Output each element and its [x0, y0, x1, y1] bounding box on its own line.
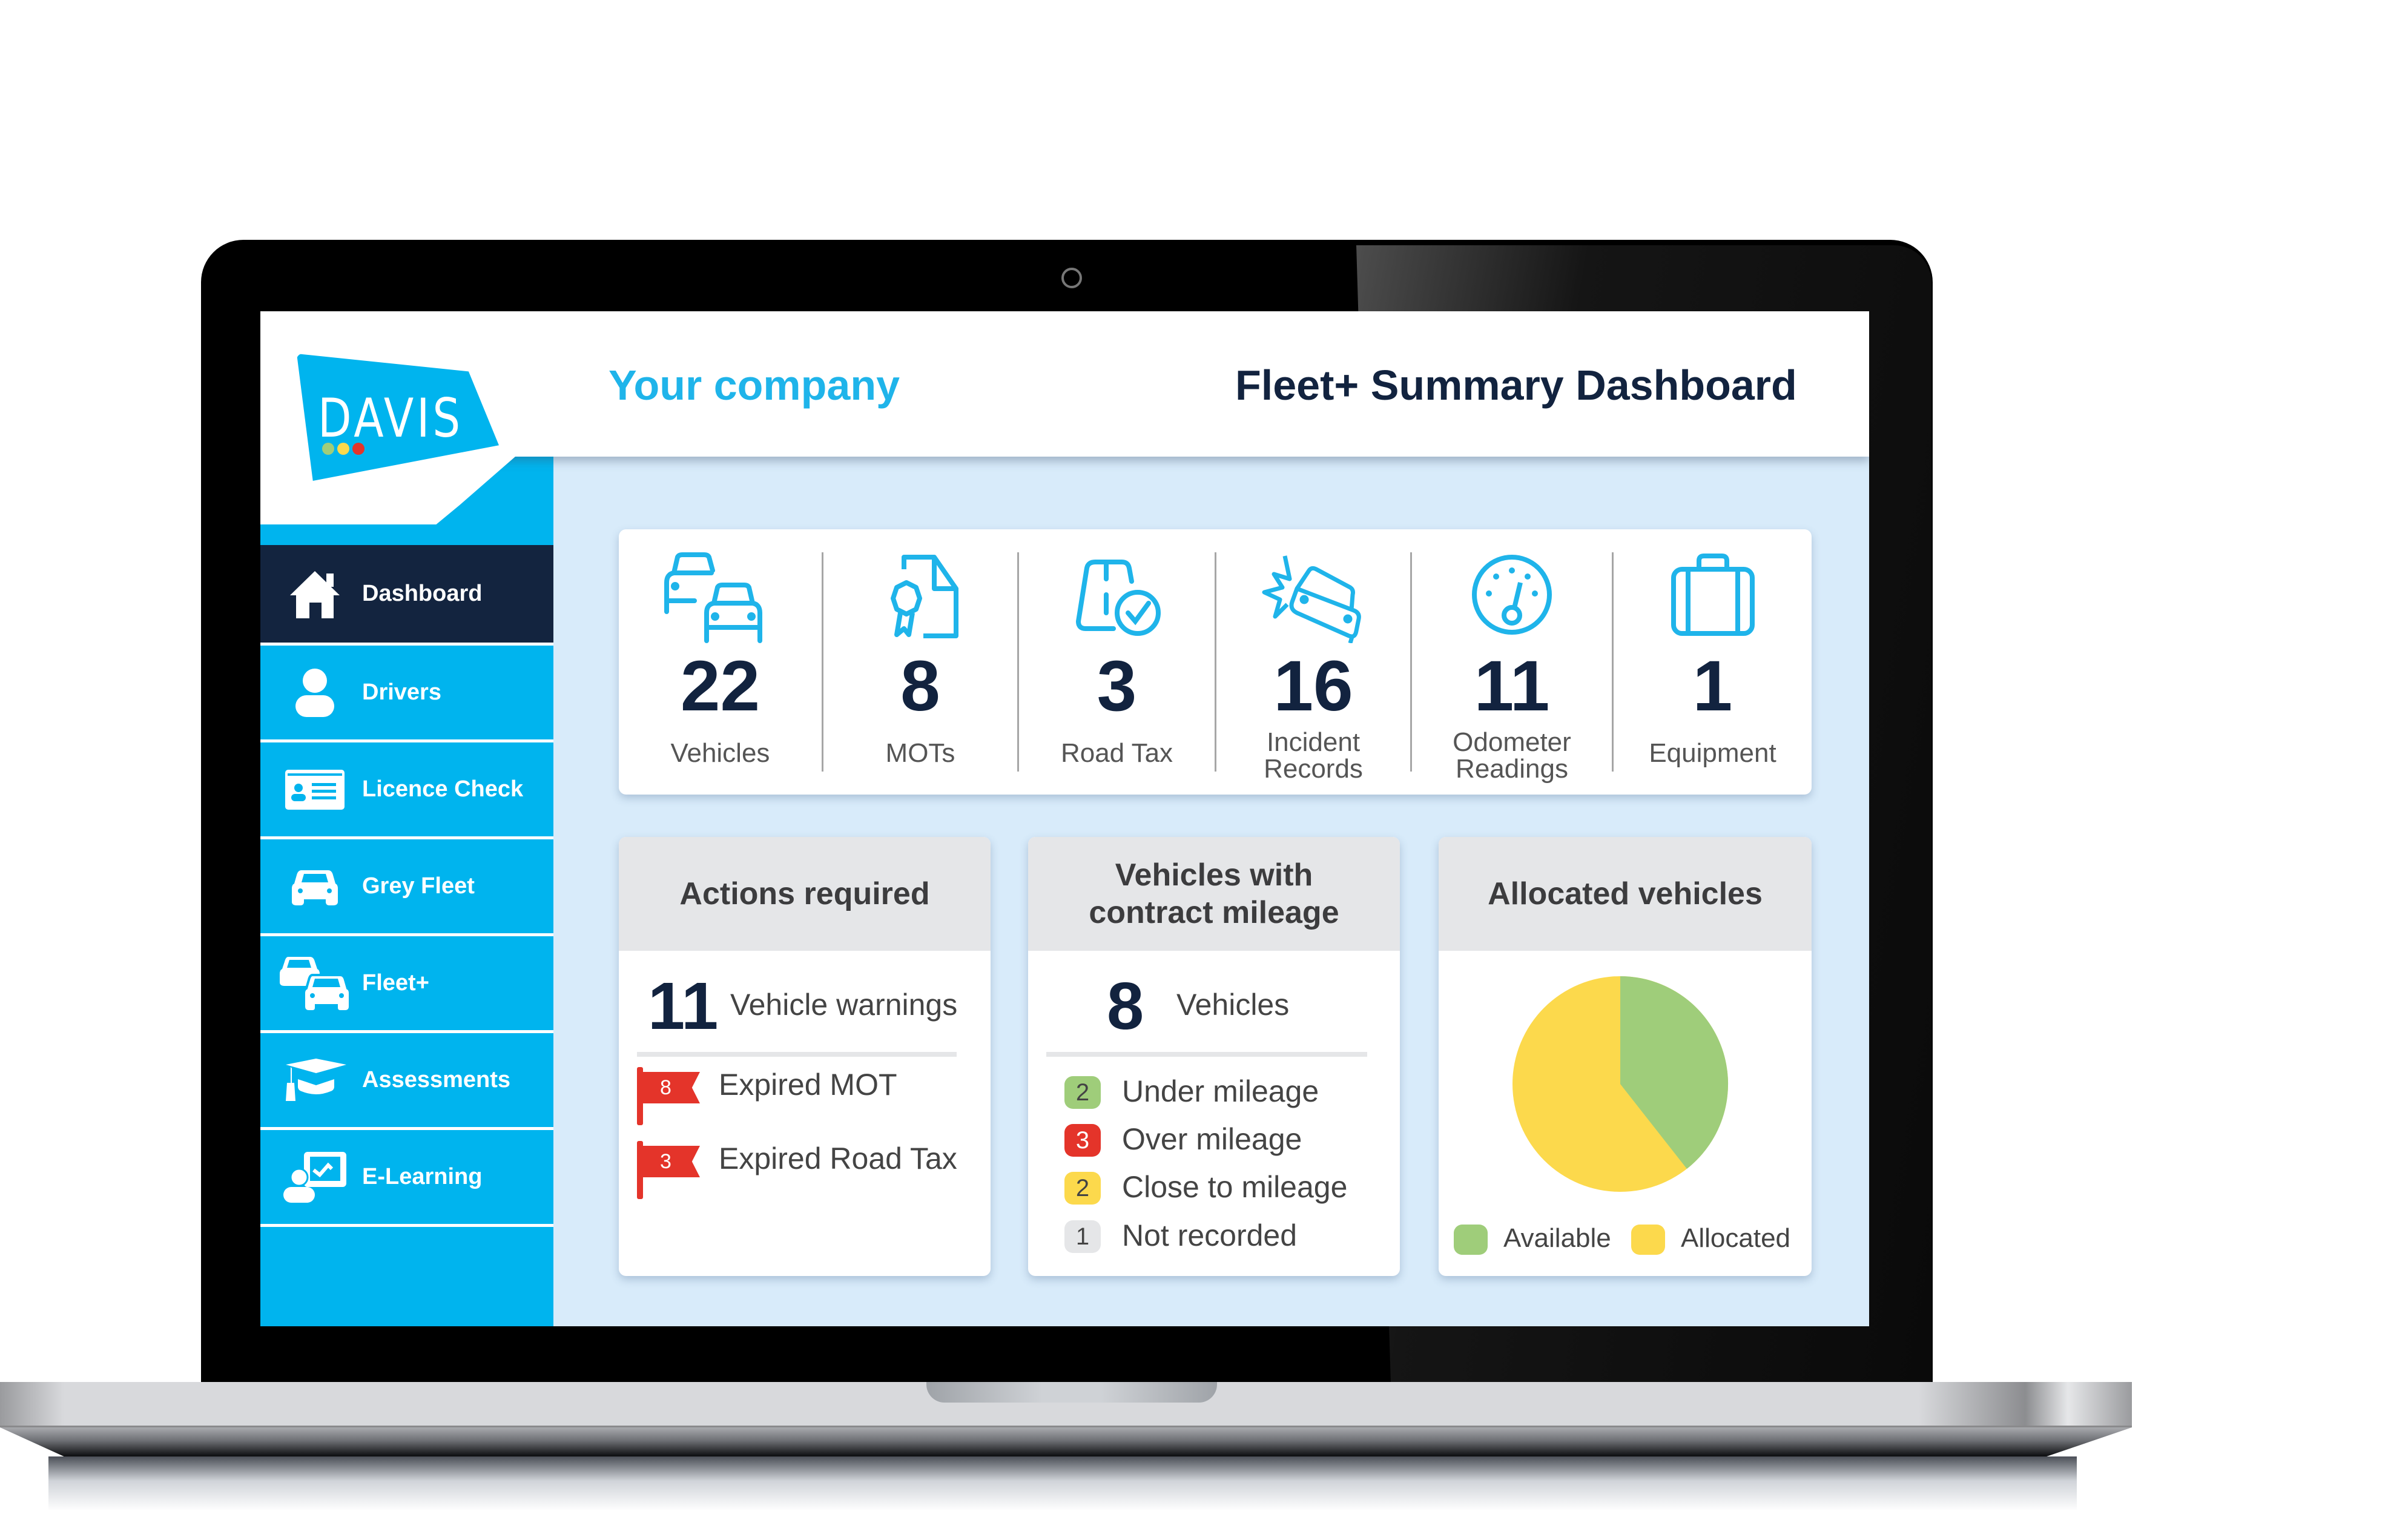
stat-vehicles[interactable]: 22 Vehicles — [619, 529, 822, 795]
action-label: Expired Road Tax — [719, 1142, 957, 1175]
mileage-count: 8 — [1107, 969, 1144, 1043]
mileage-item-close[interactable]: 2 Close to mileage — [1064, 1170, 1379, 1208]
mileage-item-under[interactable]: 2 Under mileage — [1064, 1074, 1379, 1112]
mileage-label: Not recorded — [1122, 1218, 1298, 1252]
legend-swatch-available — [1454, 1225, 1488, 1255]
card-title: Allocated vehicles — [1439, 837, 1812, 951]
vehicles-icon — [619, 552, 822, 649]
title-line: Vehicles with — [1115, 858, 1313, 893]
stat-incident-records[interactable]: 16 Incident Records — [1216, 529, 1410, 795]
logo-dot-red — [352, 443, 364, 455]
legend-swatch-allocated — [1631, 1225, 1665, 1255]
page-title: Fleet+ Summary Dashboard — [1235, 362, 1797, 409]
stat-odometer-readings[interactable]: 11 Odometer Readings — [1412, 529, 1612, 795]
laptop-shadow — [48, 1456, 2077, 1511]
action-item-expired-road-tax[interactable]: 3 Expired Road Tax — [637, 1141, 976, 1202]
stat-equipment[interactable]: 1 Equipment — [1614, 529, 1812, 795]
id-card-icon — [279, 769, 351, 810]
chart-legend: Available Allocated — [1454, 1223, 1793, 1261]
warning-count: 11 — [648, 969, 719, 1043]
pie-svg — [1512, 976, 1729, 1192]
stat-mots[interactable]: 8 MOTs — [823, 529, 1017, 795]
card-title: Vehicles with contract mileage — [1028, 837, 1400, 951]
mileage-label: Under mileage — [1122, 1074, 1319, 1108]
actions-required-card: Actions required 11 Vehicle warnings 8 E… — [619, 837, 991, 1276]
divider — [1215, 552, 1216, 772]
legend-label-available: Available — [1503, 1223, 1611, 1253]
flag-count: 8 — [643, 1072, 700, 1103]
gauge-icon — [1412, 552, 1612, 649]
label-line: Readings — [1456, 754, 1568, 784]
flag-icon: 3 — [637, 1141, 710, 1199]
laptop-base-edge — [0, 1427, 2132, 1456]
action-item-expired-mot[interactable]: 8 Expired MOT — [637, 1067, 976, 1128]
presentation-icon — [279, 1151, 351, 1203]
crash-icon — [1216, 552, 1410, 649]
mileage-item-not-recorded[interactable]: 1 Not recorded — [1064, 1218, 1379, 1257]
label-line: Incident — [1266, 727, 1361, 757]
briefcase-icon — [1614, 552, 1812, 649]
flag-pole — [637, 1067, 643, 1125]
divider — [1046, 1052, 1367, 1057]
sidebar-item-licence-check[interactable]: Licence Check — [260, 742, 553, 839]
mileage-label: Over mileage — [1122, 1122, 1302, 1156]
action-label: Expired MOT — [719, 1068, 897, 1102]
company-name: Your company — [609, 362, 900, 409]
status-badge: 2 — [1064, 1076, 1101, 1109]
contract-mileage-card: Vehicles with contract mileage 8 Vehicles… — [1028, 837, 1400, 1276]
road-tax-icon — [1019, 552, 1215, 649]
webcam-icon — [1061, 268, 1082, 288]
logo-dot-yellow — [337, 443, 349, 455]
label-line: Odometer — [1453, 727, 1571, 757]
laptop-hinge-notch — [926, 1382, 1217, 1403]
mileage-item-over[interactable]: 3 Over mileage — [1064, 1122, 1379, 1160]
divider — [1017, 552, 1019, 772]
mileage-label: Close to mileage — [1122, 1170, 1348, 1204]
brand-logo[interactable]: DAVIS — [260, 311, 553, 524]
sidebar-item-dashboard[interactable]: Dashboard — [260, 545, 553, 646]
screen: Your company Fleet+ Summary Dashboard DA… — [260, 311, 1869, 1326]
sidebar-item-drivers[interactable]: Drivers — [260, 646, 553, 742]
summary-stats-card: 22 Vehicles 8 MOTs 3 Road Tax 16 Inciden… — [619, 529, 1812, 795]
graduation-cap-icon — [279, 1058, 351, 1102]
certificate-icon — [823, 552, 1017, 649]
sidebar-item-e-learning[interactable]: E-Learning — [260, 1130, 553, 1227]
divider — [1612, 552, 1614, 772]
status-badge: 3 — [1064, 1124, 1101, 1157]
stat-road-tax[interactable]: 3 Road Tax — [1019, 529, 1215, 795]
two-cars-icon — [279, 956, 351, 1011]
title-line: contract mileage — [1089, 895, 1339, 930]
person-icon — [279, 667, 351, 718]
home-icon — [279, 569, 351, 620]
pie-slice-available[interactable] — [1620, 976, 1729, 1169]
mileage-count-label: Vehicles — [1176, 988, 1290, 1022]
logo-dot-green — [322, 443, 334, 455]
sidebar-filler — [260, 1227, 553, 1326]
sidebar-item-grey-fleet[interactable]: Grey Fleet — [260, 839, 553, 936]
legend-label-allocated: Allocated — [1681, 1223, 1791, 1253]
allocation-pie-chart[interactable] — [1511, 975, 1729, 1193]
divider — [637, 1052, 957, 1057]
divider — [1410, 552, 1412, 772]
sidebar-item-fleet-plus[interactable]: Fleet+ — [260, 936, 553, 1033]
status-badge: 1 — [1064, 1220, 1101, 1253]
warning-label: Vehicle warnings — [730, 988, 958, 1022]
car-icon — [279, 868, 351, 905]
card-title: Actions required — [619, 837, 991, 951]
logo-text: DAVIS — [318, 387, 464, 449]
status-badge: 2 — [1064, 1172, 1101, 1205]
allocated-vehicles-card: Allocated vehicles Available Allocated — [1439, 837, 1812, 1276]
flag-pole — [637, 1141, 643, 1199]
flag-icon: 8 — [637, 1067, 710, 1125]
flag-count: 3 — [643, 1146, 700, 1177]
sidebar-item-assessments[interactable]: Assessments — [260, 1033, 553, 1130]
label-line: Records — [1264, 754, 1363, 784]
divider — [822, 552, 823, 772]
